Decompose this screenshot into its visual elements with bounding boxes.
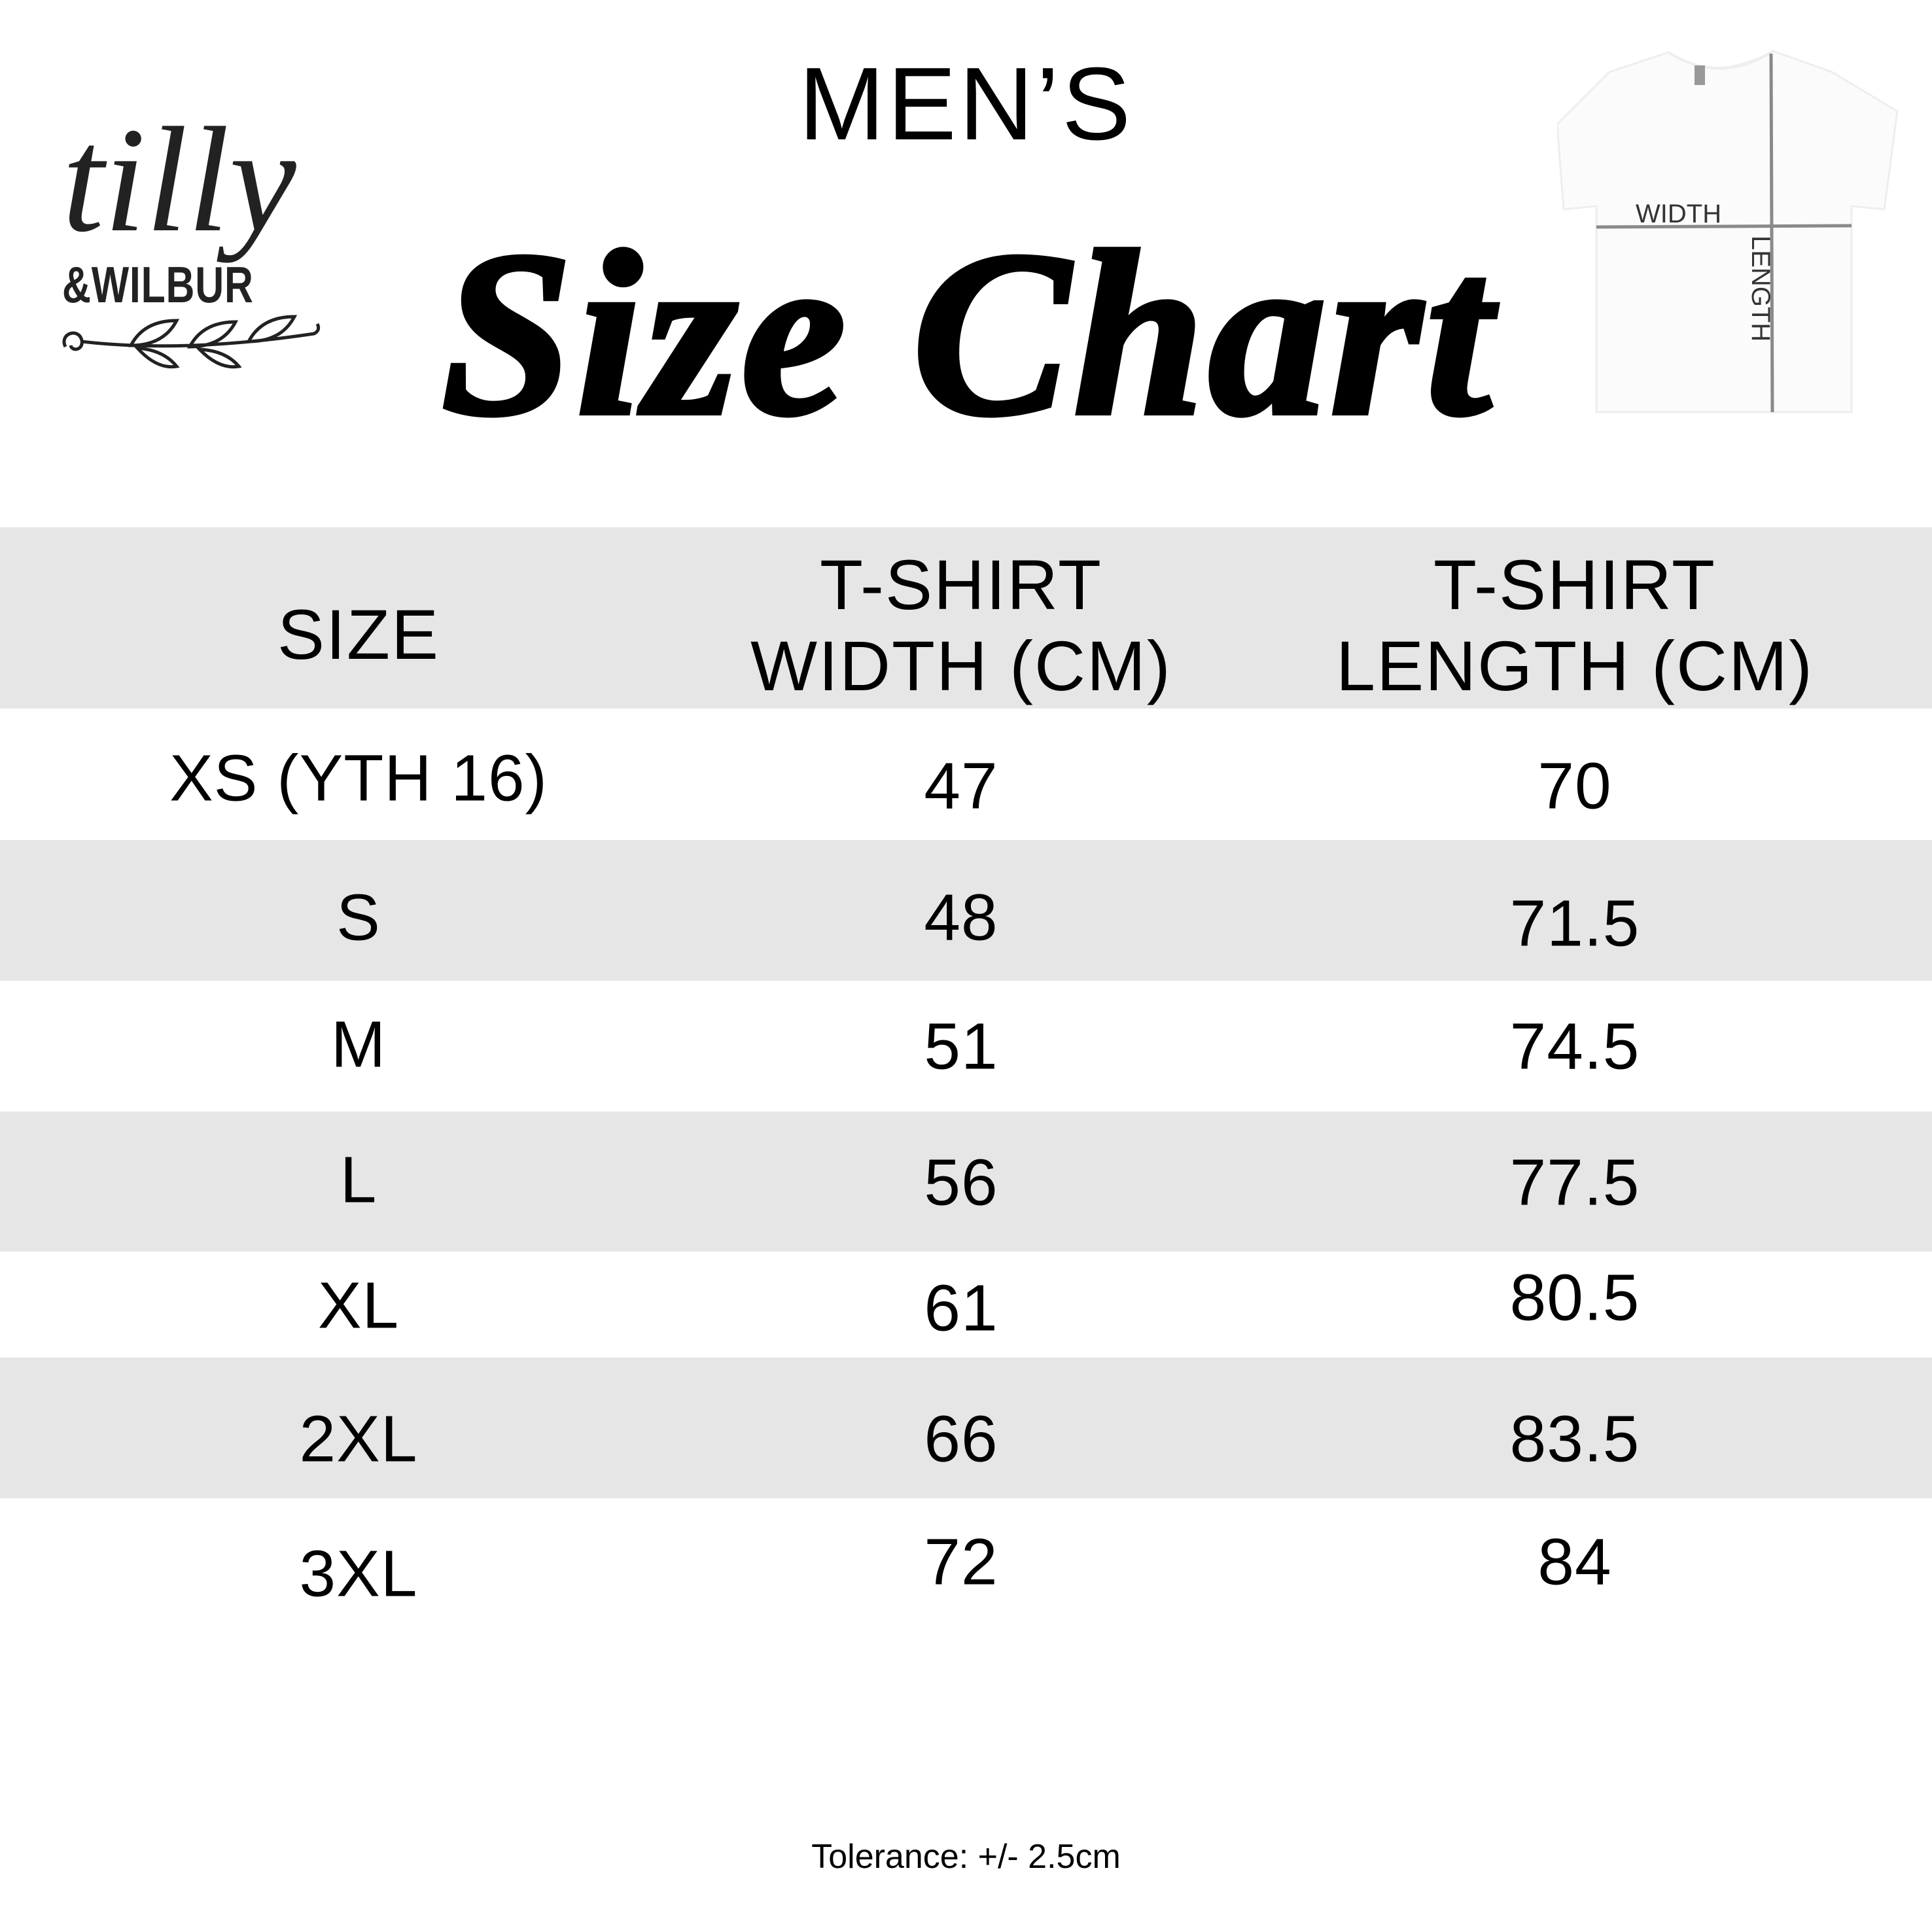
cell-size: XL bbox=[317, 1269, 400, 1343]
cell-width: 72 bbox=[924, 1525, 998, 1599]
cell-width: 51 bbox=[924, 1010, 998, 1083]
cell-size: XS (YTH 16) bbox=[169, 741, 548, 815]
logo-wilbur: &WILBUR bbox=[62, 256, 254, 313]
cell-length: 71.5 bbox=[1509, 887, 1640, 960]
cell-length: 83.5 bbox=[1509, 1402, 1640, 1476]
tolerance-note: Tolerance: +/- 2.5cm bbox=[811, 1838, 1121, 1876]
label-tag bbox=[1695, 65, 1705, 85]
cell-width: 47 bbox=[924, 749, 998, 823]
cell-length: 80.5 bbox=[1509, 1261, 1640, 1335]
cell-length: 84 bbox=[1537, 1525, 1612, 1599]
cell-size: S bbox=[336, 881, 381, 955]
header-size: SIZE bbox=[277, 594, 440, 674]
table-row bbox=[0, 1358, 1932, 1498]
header-width-line1: T-SHIRT bbox=[819, 544, 1103, 624]
heading-mens: MEN’S bbox=[798, 46, 1134, 162]
header-length-line1: T-SHIRT bbox=[1433, 544, 1717, 624]
brand-logo: tilly &WILBUR bbox=[52, 105, 327, 379]
cell-size: M bbox=[330, 1008, 387, 1081]
heading-size-chart: Size Chart bbox=[439, 203, 1496, 464]
table-row bbox=[0, 840, 1932, 981]
tshirt-diagram: WIDTH LENGTH bbox=[1557, 50, 1899, 413]
cell-width: 61 bbox=[924, 1271, 998, 1345]
leaf-branch-icon bbox=[62, 315, 321, 369]
header-length-line2: LENGTH (CM) bbox=[1336, 625, 1814, 705]
cell-size: 3XL bbox=[299, 1537, 418, 1611]
width-label: WIDTH bbox=[1636, 200, 1721, 228]
cell-size: L bbox=[340, 1143, 378, 1217]
table-row bbox=[0, 1112, 1932, 1252]
cell-size: 2XL bbox=[299, 1402, 418, 1476]
cell-width: 56 bbox=[924, 1146, 998, 1220]
length-label: LENGTH bbox=[1746, 236, 1775, 342]
logo-tilly: tilly bbox=[62, 96, 296, 263]
cell-length: 74.5 bbox=[1509, 1010, 1640, 1083]
cell-width: 48 bbox=[924, 881, 998, 955]
cell-length: 70 bbox=[1537, 749, 1612, 823]
cell-length: 77.5 bbox=[1509, 1146, 1640, 1220]
cell-width: 66 bbox=[924, 1402, 998, 1476]
table-header: SIZE T-SHIRT WIDTH (CM) T-SHIRT LENGTH (… bbox=[0, 527, 1932, 709]
header-width-line2: WIDTH (CM) bbox=[750, 625, 1172, 705]
